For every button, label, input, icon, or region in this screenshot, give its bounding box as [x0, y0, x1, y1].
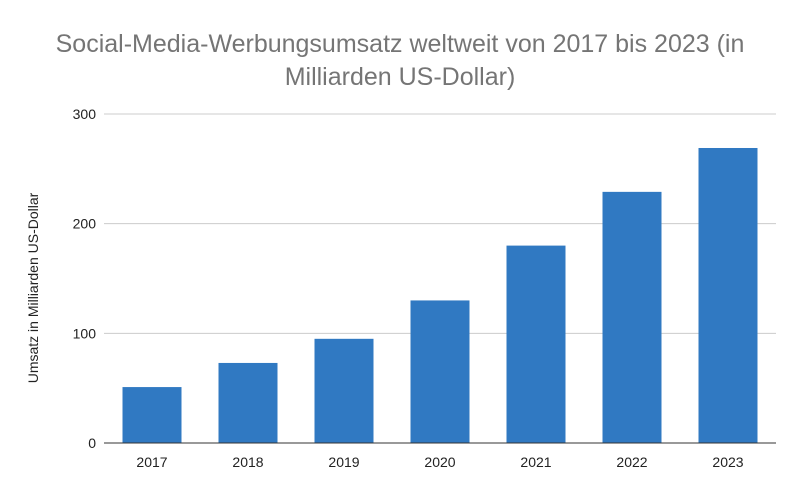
bar-2019	[314, 338, 374, 443]
bar-2018	[218, 362, 278, 443]
x-tick-label: 2017	[136, 454, 167, 470]
bar-2023	[698, 147, 758, 443]
x-tick-label: 2023	[712, 454, 743, 470]
y-axis-ticks: 0 100 200 300	[73, 106, 97, 451]
y-axis-label: Umsatz in Milliarden US-Dollar	[25, 192, 41, 383]
chart-title: Social-Media-Werbungsumsatz weltweit von…	[0, 28, 800, 94]
chart-title-line-2: Milliarden US-Dollar)	[284, 63, 516, 91]
x-tick-label: 2018	[232, 454, 263, 470]
y-tick-label: 200	[73, 216, 97, 232]
bars	[122, 147, 758, 443]
bar-2022	[602, 191, 662, 443]
bar-2017	[122, 387, 182, 443]
x-tick-label: 2021	[520, 454, 551, 470]
bar-2020	[410, 300, 470, 443]
bar-2021	[506, 245, 566, 443]
chart-title-line-1: Social-Media-Werbungsumsatz weltweit von…	[55, 30, 745, 58]
x-axis-ticks: 2017 2018 2019 2020 2021 2022 2023	[136, 454, 743, 470]
y-tick-label: 0	[88, 435, 96, 451]
y-tick-label: 100	[73, 325, 97, 341]
x-tick-label: 2022	[616, 454, 647, 470]
x-tick-label: 2020	[424, 454, 455, 470]
y-tick-label: 300	[73, 106, 97, 122]
x-tick-label: 2019	[328, 454, 359, 470]
